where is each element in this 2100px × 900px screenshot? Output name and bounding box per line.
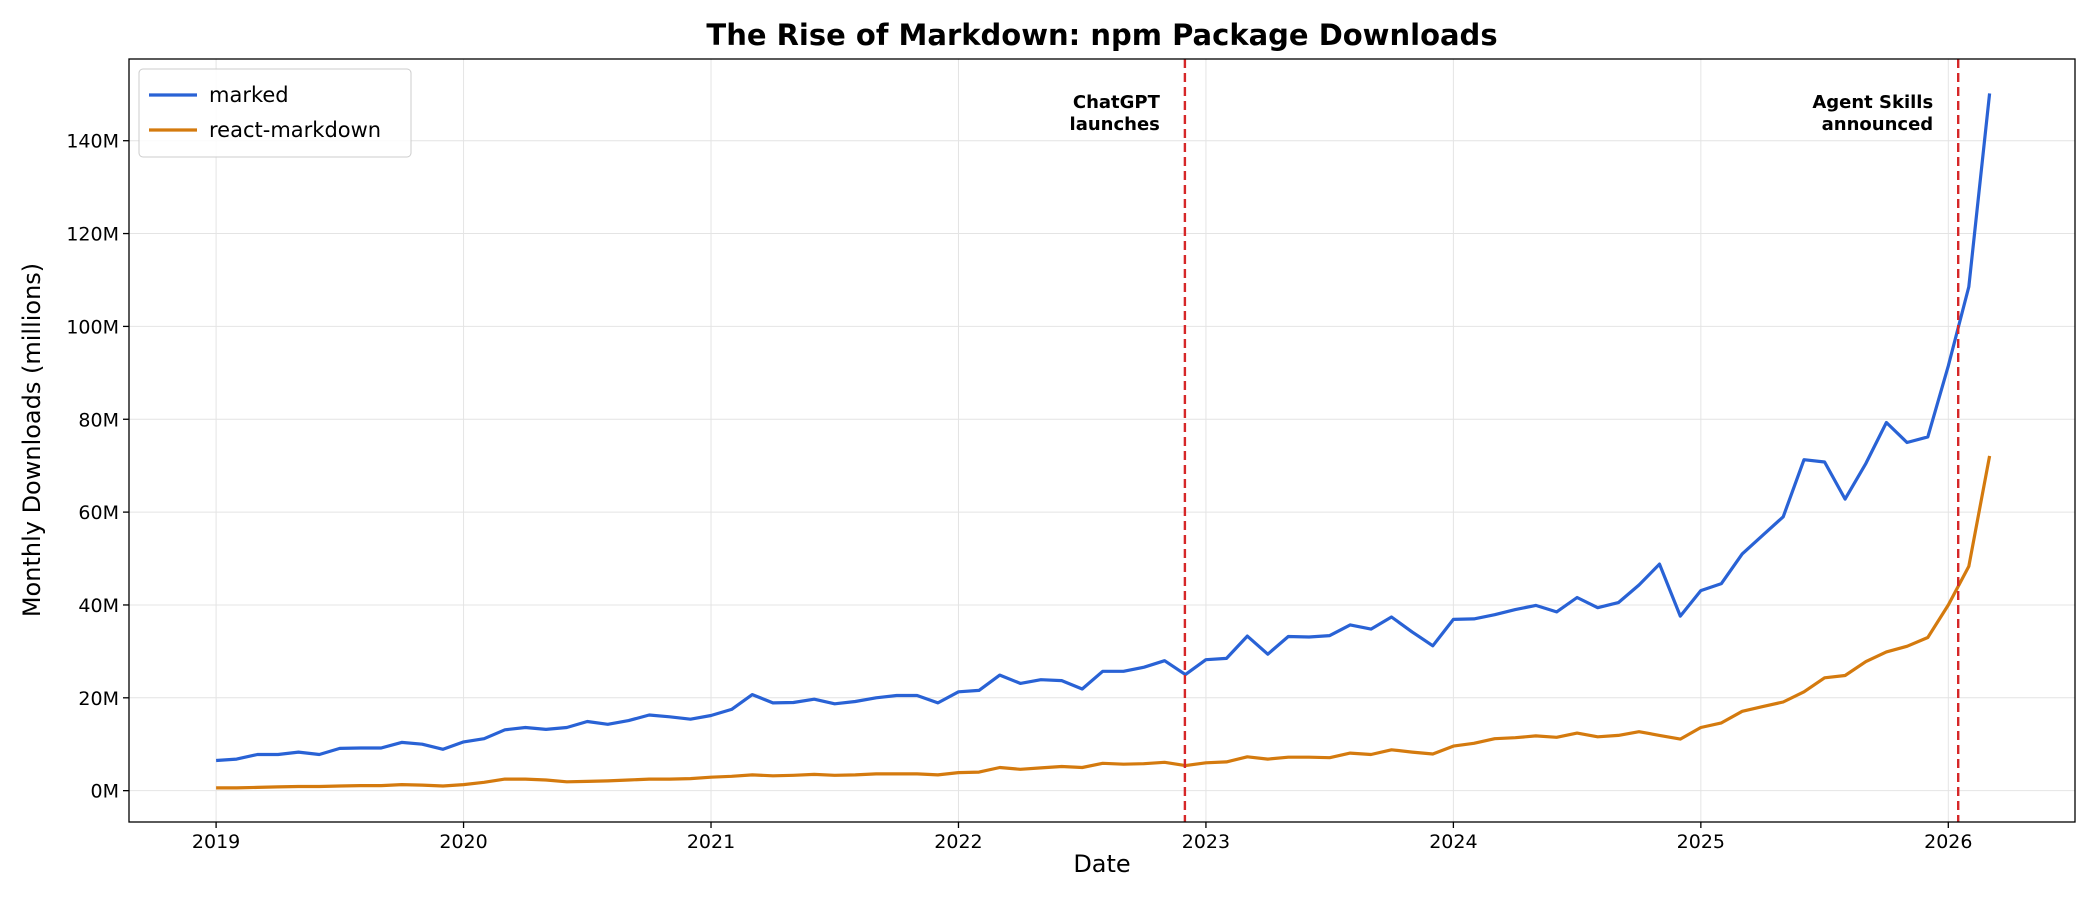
- legend-label: react-markdown: [209, 118, 381, 142]
- chart-title: The Rise of Markdown: npm Package Downlo…: [706, 18, 1497, 52]
- y-tick-label: 60M: [78, 502, 119, 524]
- legend-label: marked: [209, 83, 289, 107]
- x-tick-label: 2020: [439, 831, 487, 853]
- legend-box: [138, 68, 412, 158]
- annotation-text: Agent Skills announced: [1812, 92, 1933, 135]
- legend: marked react-markdown: [138, 68, 412, 158]
- x-tick-label: 2026: [1924, 831, 1972, 853]
- y-tick-label: 120M: [66, 224, 119, 246]
- y-tick-label: 80M: [78, 409, 119, 431]
- y-tick-label: 100M: [66, 316, 119, 338]
- x-tick-label: 2022: [934, 831, 982, 853]
- x-tick-label: 2019: [192, 831, 240, 853]
- y-axis-label: Monthly Downloads (millions): [18, 263, 46, 617]
- annotation-line-text: ChatGPT: [1073, 92, 1161, 113]
- y-tick-label: 20M: [78, 688, 119, 710]
- series-line: [215, 93, 1992, 763]
- annotation-line-text: launches: [1070, 114, 1160, 135]
- annotation-line-text: announced: [1822, 114, 1934, 135]
- x-tick-label: 2021: [687, 831, 735, 853]
- y-tick-label: 0M: [91, 781, 119, 803]
- x-tick-label: 2025: [1677, 831, 1725, 853]
- plot-frame: [128, 58, 2076, 823]
- y-tick-label: 140M: [66, 131, 119, 153]
- y-tick-label: 40M: [78, 595, 119, 617]
- annotation-text: ChatGPT launches: [1070, 92, 1161, 135]
- series-line: [216, 455, 1992, 790]
- x-tick-label: 2023: [1182, 831, 1230, 853]
- x-tick-label: 2024: [1429, 831, 1477, 853]
- x-axis-label: Date: [1073, 850, 1130, 878]
- annotation-line-text: Agent Skills: [1812, 92, 1933, 113]
